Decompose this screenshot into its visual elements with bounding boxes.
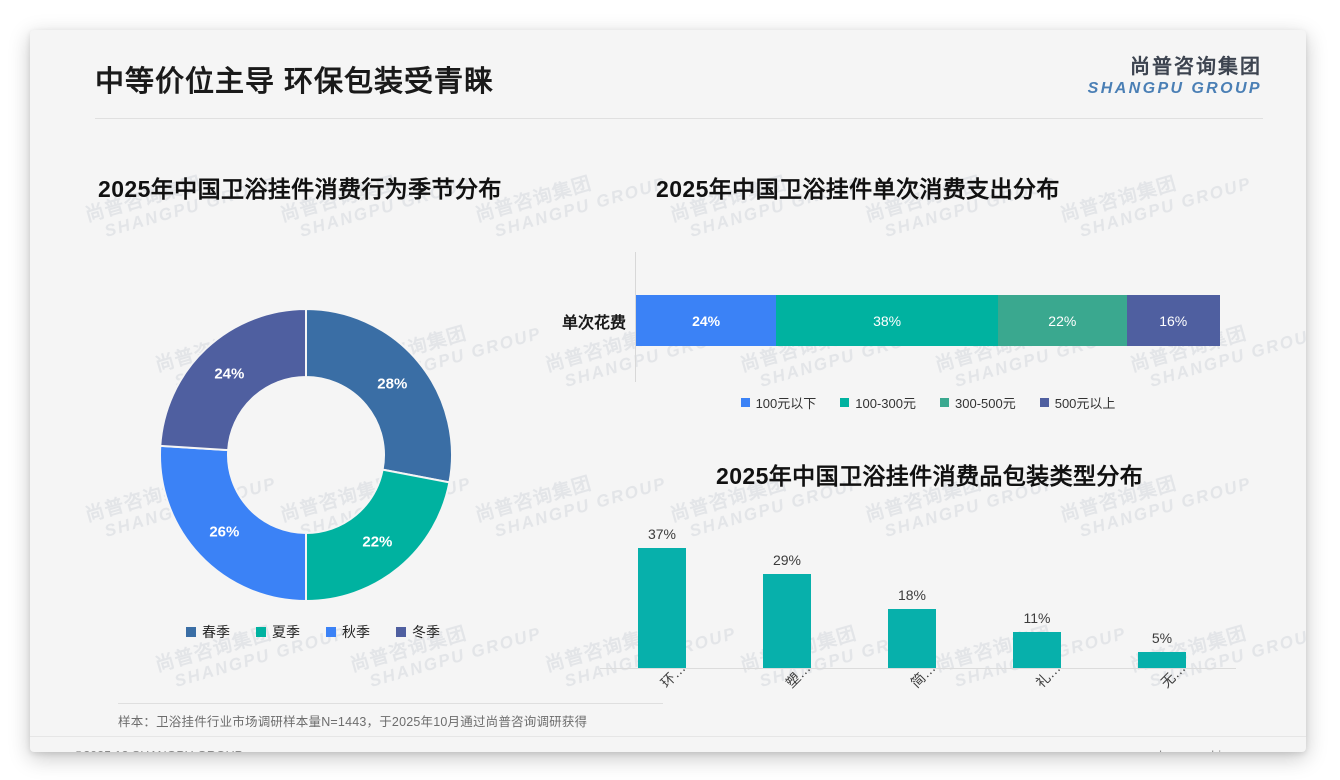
legend-swatch-icon bbox=[940, 398, 949, 407]
bar-column[interactable]: 18% bbox=[888, 508, 936, 668]
stacked-bar-segment[interactable]: 22% bbox=[998, 295, 1127, 346]
column-chart-title: 2025年中国卫浴挂件消费品包装类型分布 bbox=[716, 463, 1144, 489]
donut-slice[interactable] bbox=[159, 307, 307, 452]
bar-value-label: 11% bbox=[1023, 610, 1051, 626]
bar-rect bbox=[1138, 652, 1186, 668]
bar-column[interactable]: 11% bbox=[1013, 508, 1061, 668]
footer-divider bbox=[30, 736, 1306, 737]
bar-rect bbox=[638, 548, 686, 668]
donut-slice-label: 26% bbox=[209, 524, 239, 541]
legend-item[interactable]: 100-300元 bbox=[840, 393, 916, 412]
stacked-bar-track: 24% 38% 22% 16% bbox=[636, 295, 1220, 346]
footnote-text: 样本：卫浴挂件行业市场调研样本量N=1443，于2025年10月通过尚普咨询调研… bbox=[118, 715, 588, 729]
legend-item[interactable]: 100元以下 bbox=[740, 393, 817, 412]
donut-svg: 28% 22% 26% 24% bbox=[159, 307, 453, 603]
brand-logo-en: SHANGPU GROUP bbox=[1087, 80, 1262, 97]
legend-swatch-icon bbox=[840, 398, 850, 407]
bar-value-label: 18% bbox=[897, 587, 927, 603]
legend-label: 秋季 bbox=[342, 624, 370, 640]
donut-slice[interactable] bbox=[159, 444, 307, 603]
footer-url[interactable]: www.shangpu-china.com bbox=[1123, 749, 1262, 752]
stacked-bar-row-label: 单次花费 bbox=[561, 315, 626, 332]
stacked-bar-axis bbox=[635, 252, 636, 382]
footnote-divider bbox=[118, 703, 663, 704]
bar-column[interactable]: 5% bbox=[1138, 508, 1186, 668]
bar-value-label: 37% bbox=[647, 526, 677, 542]
slide-card: 尚普咨询集团 SHANGPU GROUP 尚普咨询集团 SHANGPU GROUP 尚普… bbox=[30, 30, 1306, 752]
legend-label: 100元以下 bbox=[755, 396, 817, 411]
bar-rect bbox=[888, 609, 936, 668]
legend-item[interactable]: 300-500元 bbox=[940, 393, 1016, 412]
donut-slice[interactable] bbox=[305, 307, 453, 484]
legend-swatch-icon bbox=[1039, 398, 1049, 407]
legend-label: 300-500元 bbox=[955, 396, 1016, 411]
legend-swatch-icon bbox=[186, 627, 196, 637]
legend-swatch-icon bbox=[740, 398, 750, 407]
bar-column[interactable]: 29% bbox=[763, 508, 811, 668]
footer-copyright: ©2025.12 SHANGPU GROUP bbox=[74, 749, 243, 752]
donut-slice[interactable] bbox=[305, 468, 451, 603]
slide-footer: ©2025.12 SHANGPU GROUP www.shangpu-china… bbox=[30, 737, 1306, 752]
donut-slice-label: 22% bbox=[362, 533, 392, 550]
stacked-bar-segment[interactable]: 16% bbox=[1126, 295, 1220, 346]
column-chart-plot: 37% 29% 18% 11% 5% bbox=[600, 508, 1236, 668]
legend-item[interactable]: 500元以上 bbox=[1039, 393, 1116, 412]
header-divider bbox=[95, 118, 1263, 119]
season-donut-chart: 28% 22% 26% 24% bbox=[153, 302, 459, 608]
stacked-bar-segment[interactable]: 38% bbox=[776, 295, 999, 346]
legend-label: 夏季 bbox=[272, 624, 300, 640]
legend-item[interactable]: 春季 bbox=[186, 622, 230, 642]
chart-area: 2025年中国卫浴挂件消费行为季节分布 28% 22% 26% 24% 春季 夏季 秋季 冬… bbox=[30, 30, 1306, 752]
bar-column[interactable]: 37% bbox=[638, 508, 686, 668]
donut-chart-title: 2025年中国卫浴挂件消费行为季节分布 bbox=[98, 176, 502, 202]
bar-rect bbox=[763, 574, 811, 668]
legend-label: 冬季 bbox=[412, 624, 440, 640]
stacked-bar-segment[interactable]: 24% bbox=[636, 295, 777, 346]
legend-label: 春季 bbox=[202, 624, 230, 640]
legend-item[interactable]: 冬季 bbox=[396, 622, 440, 642]
legend-item[interactable]: 秋季 bbox=[326, 622, 370, 642]
page-title: 中等价位主导 环保包装受青睐 bbox=[95, 66, 495, 98]
stacked-bar-legend: 100元以下 100-300元 300-500元 500元以上 bbox=[636, 393, 1220, 412]
donut-slice-label: 24% bbox=[214, 365, 244, 382]
column-chart-baseline bbox=[600, 668, 1236, 669]
brand-logo-cn: 尚普咨询集团 bbox=[1130, 56, 1262, 78]
legend-swatch-icon bbox=[396, 627, 406, 637]
bar-rect bbox=[1013, 632, 1061, 668]
legend-swatch-icon bbox=[256, 627, 266, 637]
stacked-bar-title: 2025年中国卫浴挂件单次消费支出分布 bbox=[656, 176, 1060, 202]
donut-slice-label: 28% bbox=[377, 376, 407, 393]
bar-value-label: 5% bbox=[1151, 630, 1173, 646]
donut-legend: 春季 夏季 秋季 冬季 bbox=[153, 622, 473, 642]
slide-header: 中等价位主导 环保包装受青睐 尚普咨询集团 SHANGPU GROUP bbox=[30, 30, 1306, 120]
legend-label: 500元以上 bbox=[1054, 396, 1116, 411]
legend-label: 100-300元 bbox=[855, 396, 916, 411]
bar-value-label: 29% bbox=[772, 552, 802, 568]
brand-logo: 尚普咨询集团 SHANGPU GROUP bbox=[1088, 56, 1262, 98]
legend-item[interactable]: 夏季 bbox=[256, 622, 300, 642]
legend-swatch-icon bbox=[326, 627, 336, 637]
